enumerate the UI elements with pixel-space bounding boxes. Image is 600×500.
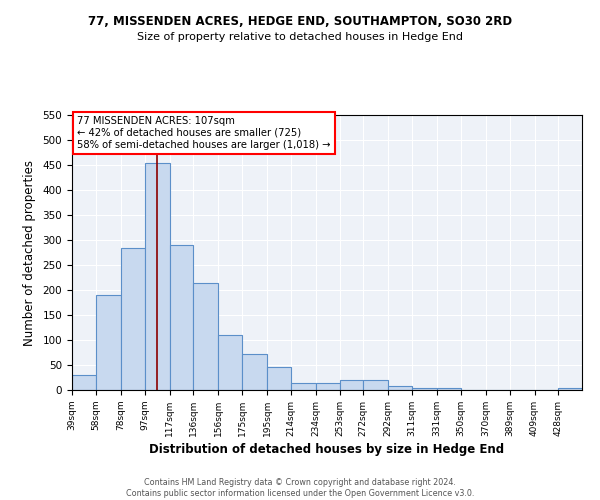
Text: 77, MISSENDEN ACRES, HEDGE END, SOUTHAMPTON, SO30 2RD: 77, MISSENDEN ACRES, HEDGE END, SOUTHAMP… bbox=[88, 15, 512, 28]
Text: Contains HM Land Registry data © Crown copyright and database right 2024.
Contai: Contains HM Land Registry data © Crown c… bbox=[126, 478, 474, 498]
Text: 77 MISSENDEN ACRES: 107sqm
← 42% of detached houses are smaller (725)
58% of sem: 77 MISSENDEN ACRES: 107sqm ← 42% of deta… bbox=[77, 116, 331, 150]
Text: Size of property relative to detached houses in Hedge End: Size of property relative to detached ho… bbox=[137, 32, 463, 42]
Bar bbox=[218, 335, 242, 390]
Bar bbox=[363, 380, 388, 390]
Bar bbox=[388, 386, 412, 390]
Bar bbox=[267, 367, 291, 390]
Bar bbox=[412, 388, 437, 390]
Bar bbox=[193, 282, 218, 390]
Bar bbox=[170, 245, 193, 390]
Bar bbox=[121, 248, 145, 390]
Bar bbox=[291, 383, 316, 390]
X-axis label: Distribution of detached houses by size in Hedge End: Distribution of detached houses by size … bbox=[149, 443, 505, 456]
Bar bbox=[145, 162, 170, 390]
Bar bbox=[242, 354, 267, 390]
Bar bbox=[340, 380, 363, 390]
Bar bbox=[437, 388, 461, 390]
Bar bbox=[558, 388, 582, 390]
Bar bbox=[72, 375, 96, 390]
Bar bbox=[316, 383, 340, 390]
Bar bbox=[96, 295, 121, 390]
Y-axis label: Number of detached properties: Number of detached properties bbox=[23, 160, 35, 346]
